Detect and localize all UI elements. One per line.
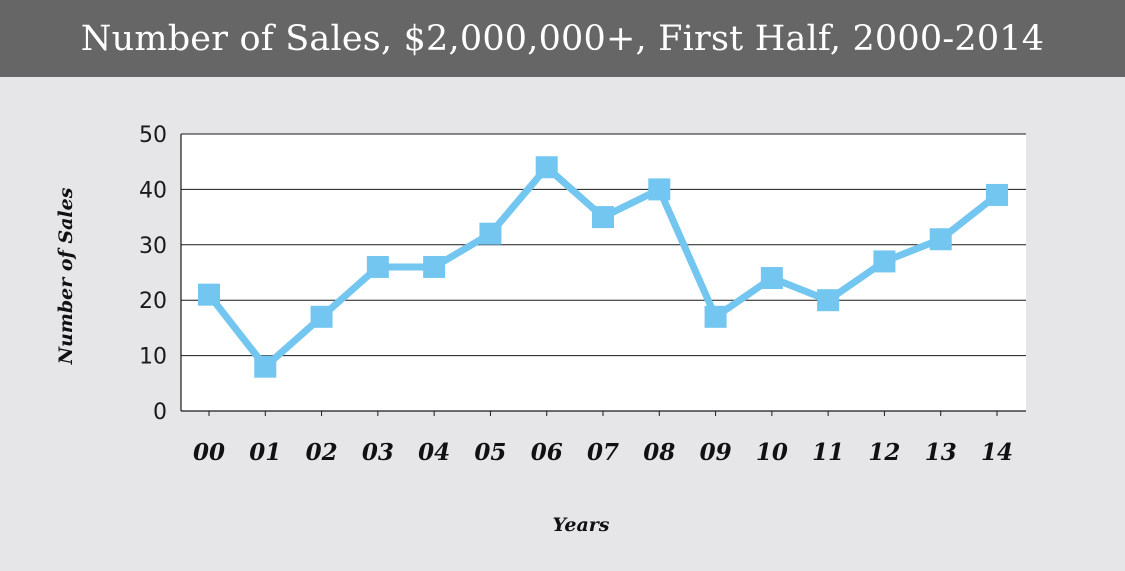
x-tick-label-01: 01 — [249, 439, 281, 466]
x-tick-label-04: 04 — [418, 439, 450, 466]
gridlines — [181, 133, 1026, 357]
x-tick-labels: 00 01 02 03 04 05 06 07 08 09 10 11 12 13 14 — [193, 439, 1013, 466]
x-tick-label-07: 07 — [587, 439, 619, 466]
data-point-09 — [704, 305, 727, 328]
y-tick-label-30: 30 — [139, 234, 167, 259]
x-tick-label-02: 02 — [306, 439, 338, 466]
x-tick-label-08: 08 — [643, 439, 675, 466]
data-point-06 — [535, 156, 558, 179]
axes — [180, 134, 1026, 416]
data-point-14 — [986, 183, 1008, 206]
x-tick-label-10: 10 — [756, 439, 788, 466]
data-point-05 — [479, 222, 502, 245]
y-tick-label-10: 10 — [139, 345, 167, 370]
x-tick-label-09: 09 — [700, 439, 732, 466]
y-tick-labels: 0 10 20 30 40 50 — [139, 123, 167, 425]
data-point-07 — [592, 206, 614, 229]
data-point-04 — [423, 255, 446, 278]
data-point-01 — [254, 355, 277, 378]
series-layer — [198, 156, 1008, 378]
title-bar: Number of Sales, $2,000,000+, First Half… — [0, 0, 1125, 77]
x-tick-label-14: 14 — [981, 439, 1013, 466]
y-tick-label-0: 0 — [153, 400, 167, 425]
plot-area — [181, 134, 1026, 411]
x-tick-label-13: 13 — [925, 439, 957, 466]
x-axis-label: Years — [552, 514, 609, 536]
data-point-08 — [648, 178, 671, 201]
y-tick-label-20: 20 — [139, 289, 167, 314]
data-point-02 — [310, 305, 333, 328]
data-point-00 — [198, 283, 220, 306]
data-point-12 — [873, 250, 896, 273]
chart-title: Number of Sales, $2,000,000+, First Half… — [80, 18, 1045, 59]
x-tick-label-05: 05 — [474, 439, 506, 466]
data-point-10 — [760, 267, 783, 290]
y-tick-label-40: 40 — [139, 178, 167, 203]
y-axis-label: Number of Sales — [55, 187, 77, 365]
x-tick-label-11: 11 — [812, 439, 844, 466]
x-tick-label-06: 06 — [531, 439, 563, 466]
x-tick-label-03: 03 — [362, 439, 394, 466]
x-tick-label-00: 00 — [193, 439, 225, 466]
data-point-13 — [929, 228, 952, 251]
x-tick-label-12: 12 — [868, 439, 900, 466]
data-point-03 — [366, 255, 389, 278]
line-chart: 0 10 20 30 40 50 00 01 02 03 04 05 06 07 08 09 10 11 12 13… — [55, 123, 1026, 536]
y-tick-label-50: 50 — [139, 123, 167, 148]
data-point-11 — [817, 289, 840, 312]
